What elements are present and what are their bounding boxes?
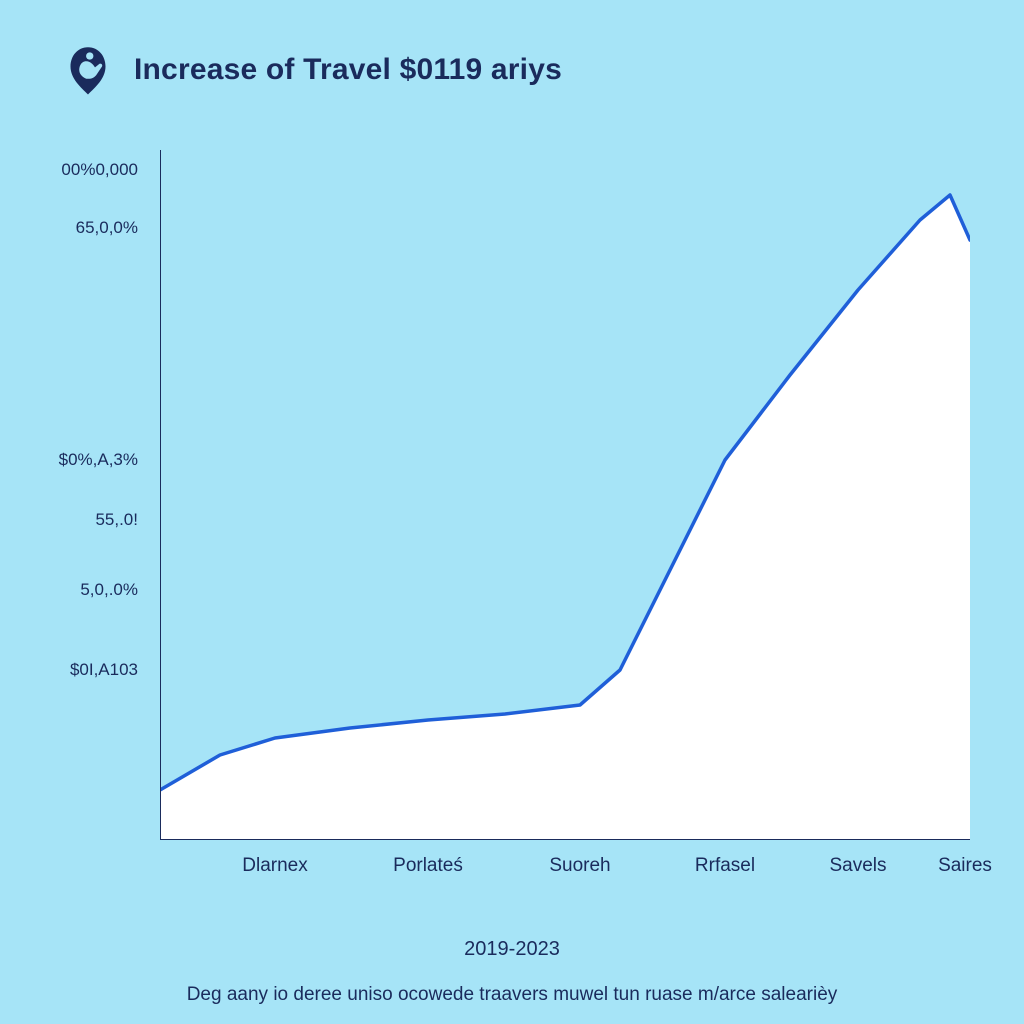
chart-note: Deg aany io deree uniso ocowede traavers…	[0, 984, 1024, 1006]
x-tick-label: Rrfasel	[695, 855, 755, 877]
x-tick-label: Savels	[829, 855, 886, 877]
logo-icon	[60, 42, 116, 98]
y-tick-label: $0I,A103	[70, 660, 138, 680]
x-tick-label: Porlateś	[393, 855, 463, 877]
x-tick-label: Suoreh	[549, 855, 610, 877]
y-tick-label: 65,0,0%	[76, 218, 138, 238]
y-tick-label: $0%,A,3%	[59, 450, 138, 470]
chart-svg	[160, 150, 970, 840]
y-tick-label: 55,.0!	[95, 510, 138, 530]
area-fill	[160, 195, 970, 840]
chart-header: Increase of Travel $0119 ariys	[60, 42, 562, 98]
y-tick-label: 00%0,000	[61, 160, 138, 180]
x-tick-label: Dlarnex	[242, 855, 307, 877]
x-axis-labels: DlarnexPorlateśSuorehRrfaselSavelsSaires	[160, 855, 970, 885]
chart-title: Increase of Travel $0119 ariys	[134, 53, 562, 87]
chart-area: 00%0,000 65,0,0% $0%,A,3% 55,.0! 5,0,.0% $0I,…	[60, 150, 970, 870]
chart-subtitle: 2019-2023	[0, 938, 1024, 961]
plot-area	[160, 150, 970, 840]
x-tick-label: Saires	[938, 855, 992, 877]
y-axis-labels: 00%0,000 65,0,0% $0%,A,3% 55,.0! 5,0,.0% $0I,…	[60, 150, 152, 840]
y-tick-label: 5,0,.0%	[80, 580, 138, 600]
